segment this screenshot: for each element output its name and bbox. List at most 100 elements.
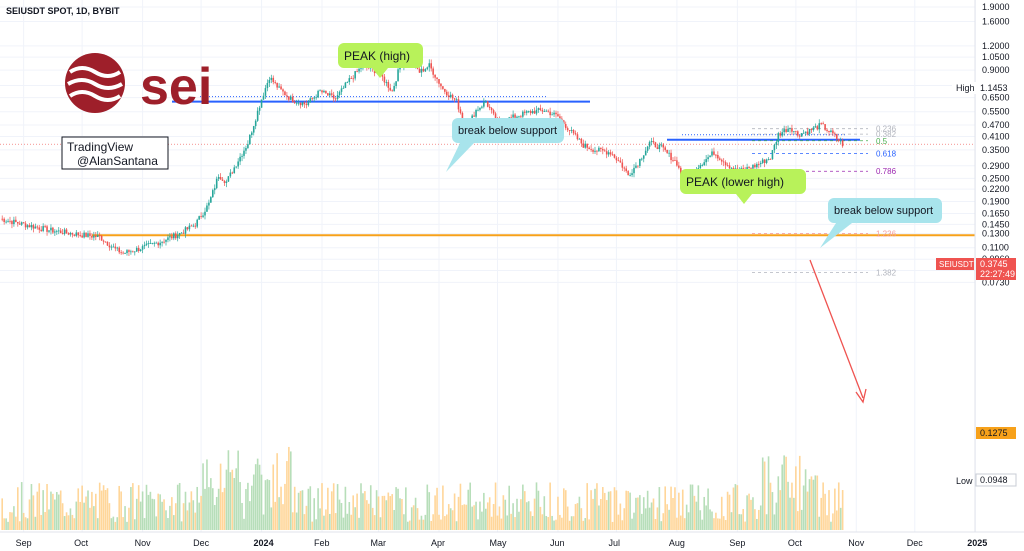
volume-bar [775,502,778,530]
candle-body [570,130,573,131]
candle-body [108,245,111,248]
volume-bar [276,453,278,530]
volume-bar [40,514,42,530]
candle-body [814,126,817,128]
volume-bar [262,514,265,530]
candle-body [553,112,555,115]
candle-body [765,159,768,163]
volume-bar [106,488,109,530]
volume-bar [490,516,493,530]
volume-bar [186,510,189,530]
volume-bar [486,502,489,530]
volume-bar [642,497,645,530]
volume-bar [485,508,487,530]
candle-body [613,154,616,158]
volume-bar [297,492,300,530]
y-tick-label: 1.2000 [982,41,1010,51]
volume-bar [756,518,758,530]
volume-bar [465,504,468,530]
volume-bar [69,508,72,530]
candle-body [36,226,39,228]
candle-body [806,131,809,135]
svg-text:1.1453: 1.1453 [980,83,1008,93]
candle-body [169,236,171,238]
volume-bar [34,516,37,530]
candle-body [447,95,450,98]
candle-body [451,94,454,99]
candle-body [3,218,5,222]
volume-bar [266,479,269,530]
volume-bar [22,512,25,530]
candle-body [348,78,351,82]
x-tick-label: Apr [431,538,445,548]
volume-bar [574,504,577,530]
volume-bar [270,507,273,530]
volume-bar [155,516,158,530]
candle-body [143,244,146,247]
candle-body [759,162,762,165]
candle-body [120,252,122,254]
candle-body [582,143,585,148]
watermark-line1: TradingView [67,140,133,154]
candle-body [354,71,356,79]
volume-bar [206,459,208,530]
volume-bar [356,493,358,530]
volume-bar [56,491,58,530]
volume-bar [405,487,407,530]
volume-bar [83,502,85,530]
volume-bar [670,486,672,530]
volume-bar [46,484,48,530]
candle-body [389,87,392,91]
volume-bar [806,491,809,530]
candle-body [752,164,754,169]
volume-bar [748,493,750,530]
volume-bar [475,501,477,530]
candle-body [436,77,438,80]
volume-bar [126,521,128,530]
volume-bar [596,483,598,530]
volume-bar [213,505,216,530]
candle-body [54,231,56,233]
volume-bar [332,483,335,530]
volume-bar [752,497,754,530]
candle-body [63,229,66,235]
volume-bar [176,484,179,530]
candle-body [722,161,725,163]
candle-body [278,86,280,88]
volume-bar [430,520,432,530]
volume-bar [648,507,651,530]
candle-body [7,220,9,222]
candle-body [106,241,109,246]
candle-body [237,161,239,167]
candle-body [264,88,267,96]
candle-body [545,110,548,112]
candle-body [434,74,436,78]
volume-bar [108,503,111,530]
volume-bar [697,485,700,530]
candle-body [709,155,711,158]
candle-body [268,79,271,83]
candle-body [672,160,674,161]
volume-bar [652,498,655,530]
volume-bar [440,519,442,530]
candle-body [204,211,206,216]
candle-body [432,68,434,75]
volume-bar [551,515,553,530]
volume-bar [758,509,760,530]
volume-bar [245,489,247,530]
volume-bar [471,506,473,530]
volume-bar [112,516,115,530]
candle-body [276,82,278,88]
y-tick-label: 0.0730 [982,277,1010,287]
candle-body [98,235,101,236]
candle-body [89,233,91,236]
volume-bar [742,508,744,530]
candle-body [527,111,530,112]
volume-bar [654,519,657,530]
volume-bar [59,490,62,530]
price-axis: 1.90001.60001.20001.05000.90000.75000.65… [982,2,1010,287]
volume-bar [171,497,173,530]
volume-bar [241,502,243,530]
volume-bar [769,482,772,530]
volume-bar [504,499,507,530]
